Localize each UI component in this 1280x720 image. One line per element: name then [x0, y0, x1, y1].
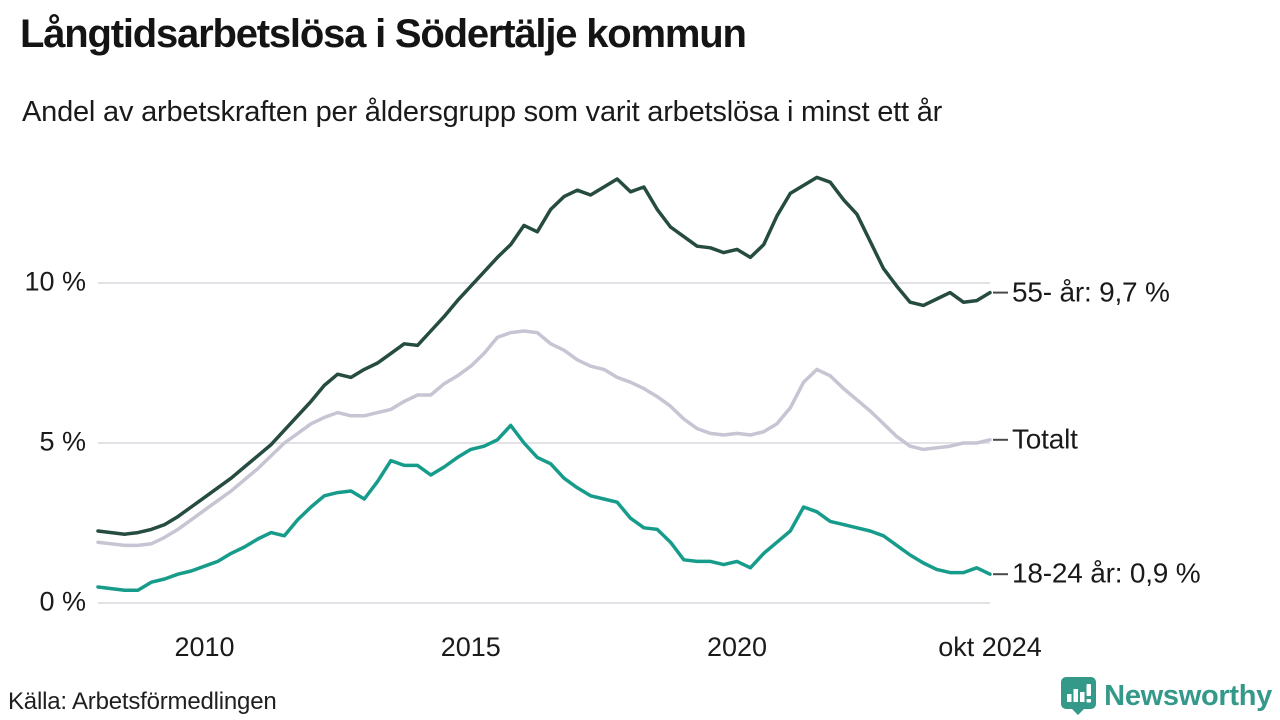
x-tick-label: 2015 [440, 632, 501, 662]
newsworthy-wordmark: Newsworthy [1104, 679, 1272, 712]
series-line-totalt [96, 329, 992, 548]
series-line-18-24-r [96, 423, 992, 592]
page-title: Långtidsarbetslösa i Södertälje kommun [20, 12, 747, 56]
series-end-label-55-r: 55- år: 9,7 % [1012, 275, 1170, 307]
x-tick-label: okt 2024 [938, 632, 1042, 662]
y-tick-label: 10 % [24, 266, 86, 297]
series-line-55-r [96, 175, 992, 536]
y-tick-label: 5 % [39, 426, 86, 457]
newsworthy-logo: Newsworthy [1060, 676, 1272, 716]
series-end-label-totalt: Totalt [1012, 423, 1078, 455]
x-tick-label: 2010 [174, 632, 235, 662]
newsworthy-logo-icon [1061, 677, 1097, 715]
x-tick-label: 2020 [706, 632, 768, 662]
source-note: Källa: Arbetsförmedlingen [8, 688, 277, 715]
series-end-label-18-24-r: 18-24 år: 0,9 % [1012, 557, 1201, 589]
chart-subtitle: Andel av arbetskraften per åldersgrupp s… [22, 96, 943, 128]
y-tick-label: 0 % [39, 586, 86, 617]
